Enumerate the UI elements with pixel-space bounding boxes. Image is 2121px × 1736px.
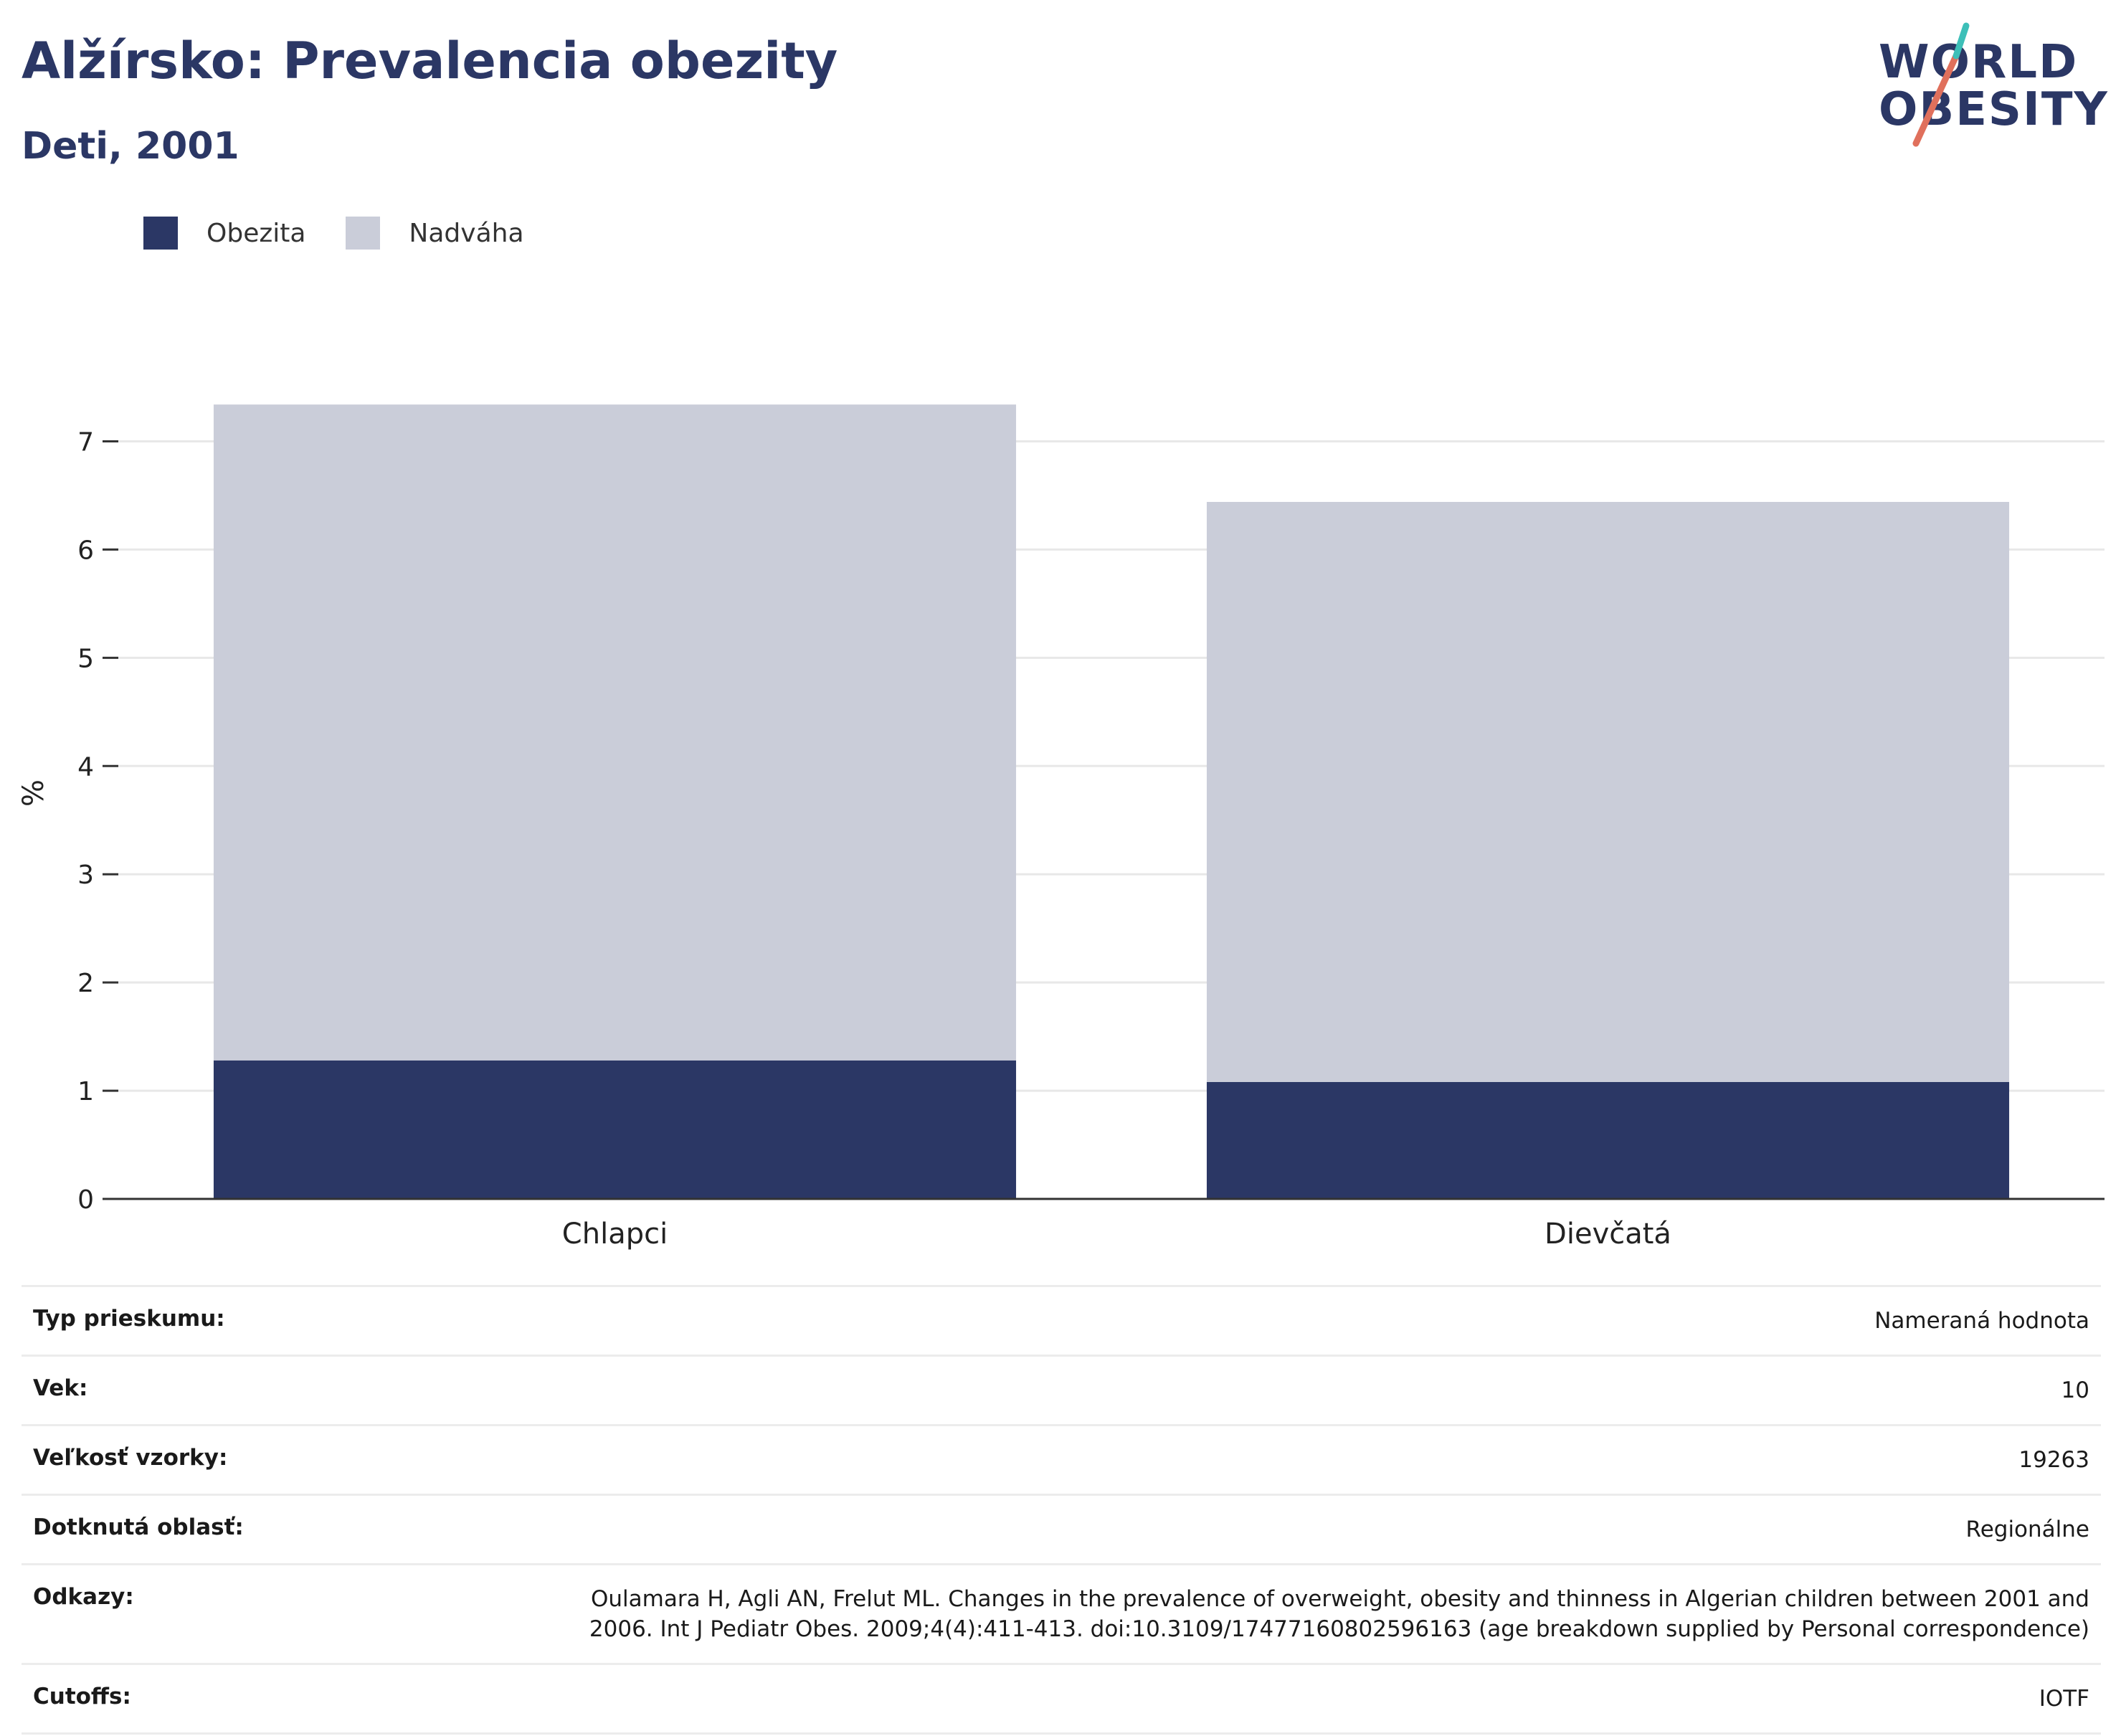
- info-row-cutoffs: Cutoffs: IOTF: [22, 1663, 2101, 1735]
- info-table: Typ prieskumu: Nameraná hodnota Vek: 10 …: [22, 1285, 2101, 1735]
- legend-label-obezita: Obezita: [207, 218, 306, 248]
- logo-text-world: WORLD: [1879, 36, 2079, 89]
- info-value: Nameraná hodnota: [1874, 1308, 2089, 1334]
- chart-legend: Obezita Nadváha: [143, 215, 564, 251]
- y-tick-label: 3: [77, 860, 94, 890]
- x-tick-label: Dievčatá: [1545, 1218, 1671, 1251]
- y-tick-label: 4: [77, 752, 94, 782]
- bar-obezita-1: [1206, 1081, 2010, 1199]
- legend-label-nadvaha: Nadváha: [409, 218, 524, 248]
- logo-text-obesity: OBESITY: [1879, 83, 2109, 136]
- y-tick-label: 5: [77, 644, 94, 673]
- info-value: IOTF: [2039, 1686, 2089, 1712]
- page-title: Alžírsko: Prevalencia obezity: [22, 32, 838, 90]
- bar-obezita-0: [213, 1060, 1017, 1199]
- y-tick-label: 0: [77, 1185, 94, 1215]
- page-subtitle: Deti, 2001: [22, 125, 239, 168]
- logo-slash-icon: [1912, 22, 1970, 147]
- legend-swatch-nadvaha: [346, 217, 381, 250]
- info-key: Vek:: [33, 1375, 88, 1401]
- legend-swatch-obezita: [143, 217, 178, 250]
- info-value: 10: [2061, 1377, 2089, 1403]
- y-axis-label: %: [17, 779, 50, 807]
- info-row-area: Dotknutá oblasť: Regionálne: [22, 1494, 2101, 1563]
- info-row-survey-type: Typ prieskumu: Nameraná hodnota: [22, 1285, 2101, 1355]
- info-row-age: Vek: 10: [22, 1355, 2101, 1424]
- info-key: Typ prieskumu:: [33, 1306, 225, 1332]
- y-tick-label: 1: [77, 1077, 94, 1106]
- info-row-sample-size: Veľkosť vzorky: 19263: [22, 1424, 2101, 1494]
- x-axis-ticks: Chlapci Dievčatá: [562, 1218, 1671, 1251]
- y-tick-label: 2: [77, 969, 94, 998]
- legend-item-obezita[interactable]: Obezita: [143, 217, 305, 250]
- info-row-references: Odkazy: Oulamara H, Agli AN, Frelut ML. …: [22, 1563, 2101, 1663]
- y-axis-ticks: 0 1 2 3 4 5 6 7: [77, 427, 118, 1215]
- info-value: Oulamara H, Agli AN, Frelut ML. Changes …: [589, 1586, 2089, 1642]
- info-key: Dotknutá oblasť:: [33, 1514, 244, 1540]
- info-key: Cutoffs:: [33, 1684, 131, 1709]
- y-tick-label: 6: [77, 536, 94, 565]
- bar-nadváha-1: [1206, 501, 2010, 1082]
- y-tick-label: 7: [77, 427, 94, 457]
- x-tick-label: Chlapci: [562, 1218, 668, 1251]
- info-value: 19263: [2018, 1447, 2089, 1473]
- info-value: Regionálne: [1965, 1517, 2089, 1542]
- info-key: Odkazy:: [33, 1584, 134, 1610]
- bar-nadváha-0: [213, 404, 1017, 1061]
- world-obesity-logo: WORLD OBESITY: [1864, 22, 2108, 151]
- chart-bars: [213, 404, 2010, 1199]
- info-key: Veľkosť vzorky:: [33, 1445, 228, 1471]
- bar-chart: 0 1 2 3 4 5 6 7 Chlapci Dievčatá %: [17, 404, 2105, 1251]
- legend-item-nadvaha[interactable]: Nadváha: [346, 217, 524, 250]
